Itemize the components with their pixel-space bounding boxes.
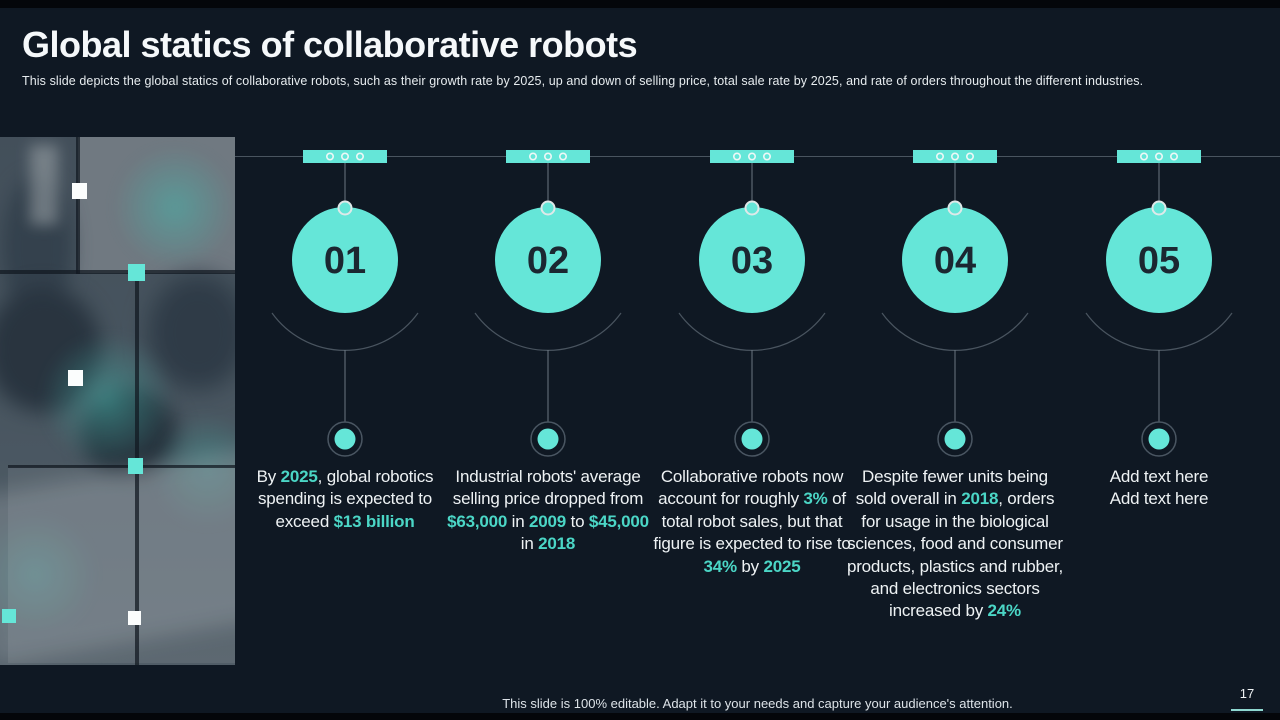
step-circle <box>495 207 601 313</box>
step-description: By 2025, global robotics spending is exp… <box>256 467 434 531</box>
tab-dot-icon <box>951 152 960 161</box>
hanger-node-icon <box>337 200 353 216</box>
timeline-step-4: 04 <box>853 150 1057 482</box>
marker-dot-icon <box>334 428 356 450</box>
photo-grid-line <box>76 137 80 274</box>
marker-ring-icon <box>937 421 973 457</box>
hanger-node-icon <box>947 200 963 216</box>
footer-note: This slide is 100% editable. Adapt it to… <box>502 696 1013 711</box>
accent-square-marker <box>128 264 145 281</box>
page-number: 17 <box>1239 686 1255 701</box>
tab-dot-icon <box>748 152 757 161</box>
tab-dot-icon <box>341 152 350 161</box>
step-number: 04 <box>934 240 976 282</box>
step-arc <box>271 312 419 351</box>
timeline-step-1: 01 <box>243 150 447 482</box>
step-circle <box>699 207 805 313</box>
step-number: 01 <box>324 240 366 282</box>
tab-dot-icon <box>763 152 772 161</box>
white-square-marker <box>68 370 83 386</box>
step-tab-bar <box>1117 150 1201 163</box>
step-arc <box>881 312 1029 351</box>
marker-dot-icon <box>1148 428 1170 450</box>
photo-teal-glow <box>40 332 175 467</box>
step-ornament: 04 <box>881 150 1029 457</box>
step-tab-bar <box>303 150 387 163</box>
step-description: Industrial robots' average selling price… <box>447 467 649 554</box>
tab-dot-icon <box>1140 152 1149 161</box>
white-square-marker <box>128 611 141 625</box>
tab-dot-icon <box>544 152 553 161</box>
step-arc <box>1085 312 1233 351</box>
tab-dot-icon <box>559 152 568 161</box>
tab-dot-icon <box>936 152 945 161</box>
step-description: Collaborative robots now account for rou… <box>653 467 851 576</box>
step-number: 02 <box>527 240 569 282</box>
marker-ring-icon <box>734 421 770 457</box>
slide-subtitle: This slide depicts the global statics of… <box>22 74 1144 88</box>
accent-square-marker <box>128 458 143 474</box>
step-ornament: 02 <box>474 150 622 457</box>
marker-dot-icon <box>944 428 966 450</box>
photo-collage <box>0 137 235 665</box>
hanger-node-icon <box>540 200 556 216</box>
photo-grid-line <box>8 465 235 468</box>
tab-dot-icon <box>356 152 365 161</box>
step-arc <box>678 312 826 351</box>
page-number-underline <box>1231 709 1263 711</box>
step-tab-bar <box>506 150 590 163</box>
hanger-node-icon <box>744 200 760 216</box>
photo-light-panel <box>8 467 235 663</box>
timeline-step-2: 02 <box>446 150 650 482</box>
bottom-edge-bar <box>0 713 1280 720</box>
step-tab-bar <box>710 150 794 163</box>
step-ornament: 05 <box>1085 150 1233 457</box>
step-tab-bar <box>913 150 997 163</box>
step-arc <box>474 312 622 351</box>
step-description-placeholder[interactable]: Add text here Add text here <box>1109 467 1209 509</box>
tab-dot-icon <box>1155 152 1164 161</box>
step-circle <box>1106 207 1212 313</box>
accent-square-marker <box>2 609 16 623</box>
marker-ring-icon <box>1141 421 1177 457</box>
step-description: Despite fewer units being sold overall i… <box>846 467 1064 621</box>
timeline-step-5: 05 <box>1057 150 1261 482</box>
tab-dot-icon <box>529 152 538 161</box>
photo-grid-line <box>0 270 235 274</box>
tab-dot-icon <box>326 152 335 161</box>
marker-ring-icon <box>530 421 566 457</box>
photo-door-highlight <box>30 145 58 225</box>
tab-dot-icon <box>733 152 742 161</box>
marker-dot-icon <box>537 428 559 450</box>
photo-teal-glow <box>110 147 235 267</box>
step-ornament: 03 <box>678 150 826 457</box>
step-number: 03 <box>731 240 773 282</box>
step-circle <box>292 207 398 313</box>
step-ornament: 01 <box>271 150 419 457</box>
tab-dot-icon <box>1170 152 1179 161</box>
step-number: 05 <box>1138 240 1180 282</box>
white-square-marker <box>72 183 87 199</box>
timeline-step-3: 03 <box>650 150 854 482</box>
tab-dot-icon <box>966 152 975 161</box>
marker-ring-icon <box>327 421 363 457</box>
step-circle <box>902 207 1008 313</box>
hanger-node-icon <box>1151 200 1167 216</box>
top-edge-bar <box>0 0 1280 8</box>
photo-dark-overlay <box>0 137 235 665</box>
slide-title: Global statics of collaborative robots <box>22 24 638 65</box>
marker-dot-icon <box>741 428 763 450</box>
